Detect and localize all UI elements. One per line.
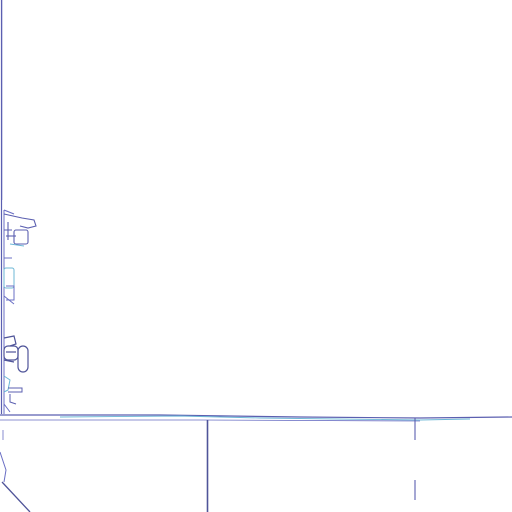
diagonal-line-lower [1, 481, 31, 512]
floor-line-main [0, 414, 512, 419]
floor-line-second [0, 419, 421, 422]
lower-dividers [206, 418, 416, 512]
floor-line [0, 414, 512, 422]
outlet-icon [3, 257, 15, 305]
pipe-fitting-icon [3, 375, 23, 413]
diagonal-line-upper [0, 451, 7, 483]
left-wall [0, 0, 5, 414]
toilet-icon [3, 335, 29, 373]
floor-line-accent [59, 415, 471, 421]
diagonal-lines [0, 430, 31, 512]
faucet-icon [3, 209, 37, 247]
